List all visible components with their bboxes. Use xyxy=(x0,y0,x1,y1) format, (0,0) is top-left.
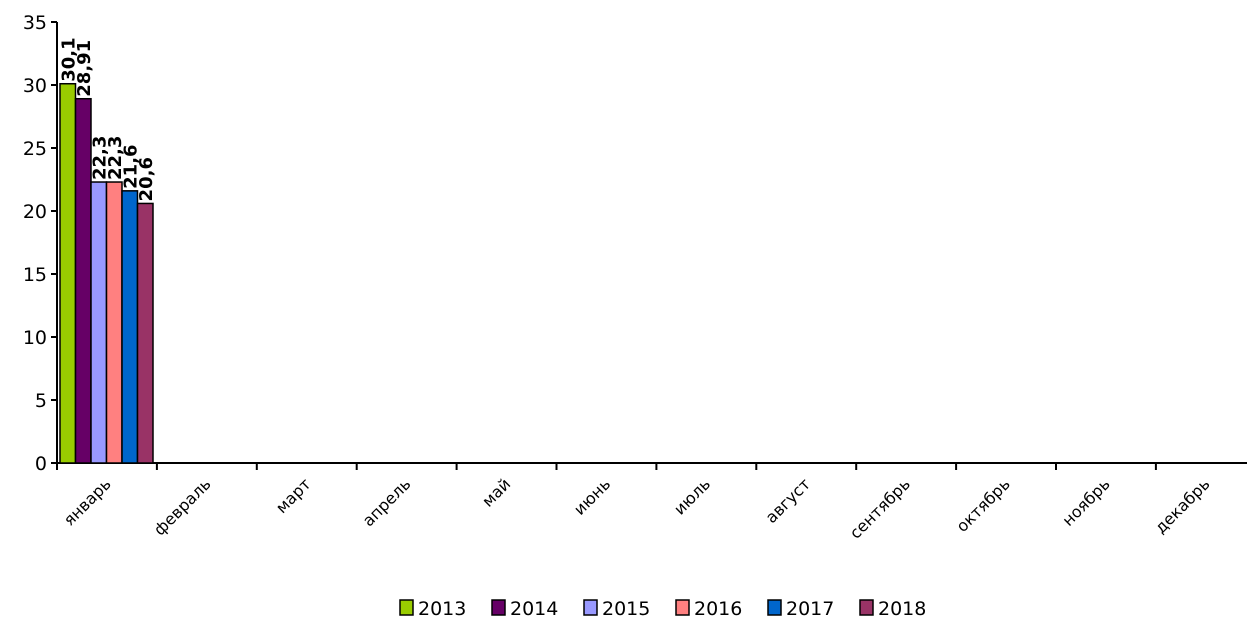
data-label-2016: 22,3 xyxy=(105,136,126,180)
category-label: апрель xyxy=(359,474,415,530)
bar-2015 xyxy=(90,181,108,464)
legend-label-2016: 2016 xyxy=(694,598,742,620)
data-label-2018: 20,6 xyxy=(136,157,157,201)
y-tick-label: 5 xyxy=(35,390,47,412)
y-tick-label: 30 xyxy=(23,75,47,97)
legend-swatch-2016 xyxy=(675,599,690,616)
legend-label-2015: 2015 xyxy=(602,598,650,620)
y-tick-label: 15 xyxy=(23,264,47,286)
legend-label-2014: 2014 xyxy=(510,598,558,620)
y-tick-label: 35 xyxy=(23,12,47,34)
legend-swatch-2018 xyxy=(859,599,874,616)
legend-label-2017: 2017 xyxy=(786,598,834,620)
category-label: июль xyxy=(670,474,714,518)
legend-label-2013: 2013 xyxy=(418,598,466,620)
category-label: февраль xyxy=(150,474,215,539)
data-label-2015: 22,3 xyxy=(90,136,111,180)
y-tick-label: 0 xyxy=(35,453,47,475)
bar-2018 xyxy=(136,202,154,464)
data-label-2013: 30,1 xyxy=(59,37,80,81)
category-label: октябрь xyxy=(952,474,1013,535)
category-label: сентябрь xyxy=(846,474,914,542)
data-label-2014: 28,91 xyxy=(74,40,95,97)
category-label: май xyxy=(478,474,514,510)
y-tick-label: 25 xyxy=(23,138,47,160)
category-label: июнь xyxy=(570,474,614,518)
y-tick-label: 10 xyxy=(23,327,47,349)
legend-swatch-2014 xyxy=(491,599,506,616)
category-label: ноябрь xyxy=(1058,474,1113,529)
legend-swatch-2013 xyxy=(399,599,414,616)
data-label-2017: 21,6 xyxy=(121,144,142,188)
y-tick-label: 20 xyxy=(23,201,47,223)
legend-swatch-2017 xyxy=(767,599,782,616)
x-axis: январь февраль март апрель май июнь июль август… xyxy=(56,462,1247,543)
bars xyxy=(59,82,154,464)
y-axis: 0 5 10 15 20 25 30 35 xyxy=(23,12,58,475)
legend-label-2018: 2018 xyxy=(878,598,926,620)
bar-2016 xyxy=(105,181,123,464)
bar-2014 xyxy=(74,97,92,464)
bar-2013 xyxy=(59,82,77,464)
legend-swatch-2015 xyxy=(583,599,598,616)
legend: 2013 2014 2015 2016 2017 2018 xyxy=(399,598,926,620)
category-label: декабрь xyxy=(1151,474,1214,537)
category-label: август xyxy=(762,474,814,526)
category-label: январь xyxy=(60,474,115,529)
category-label: март xyxy=(272,474,315,517)
bar-2017 xyxy=(121,190,139,464)
